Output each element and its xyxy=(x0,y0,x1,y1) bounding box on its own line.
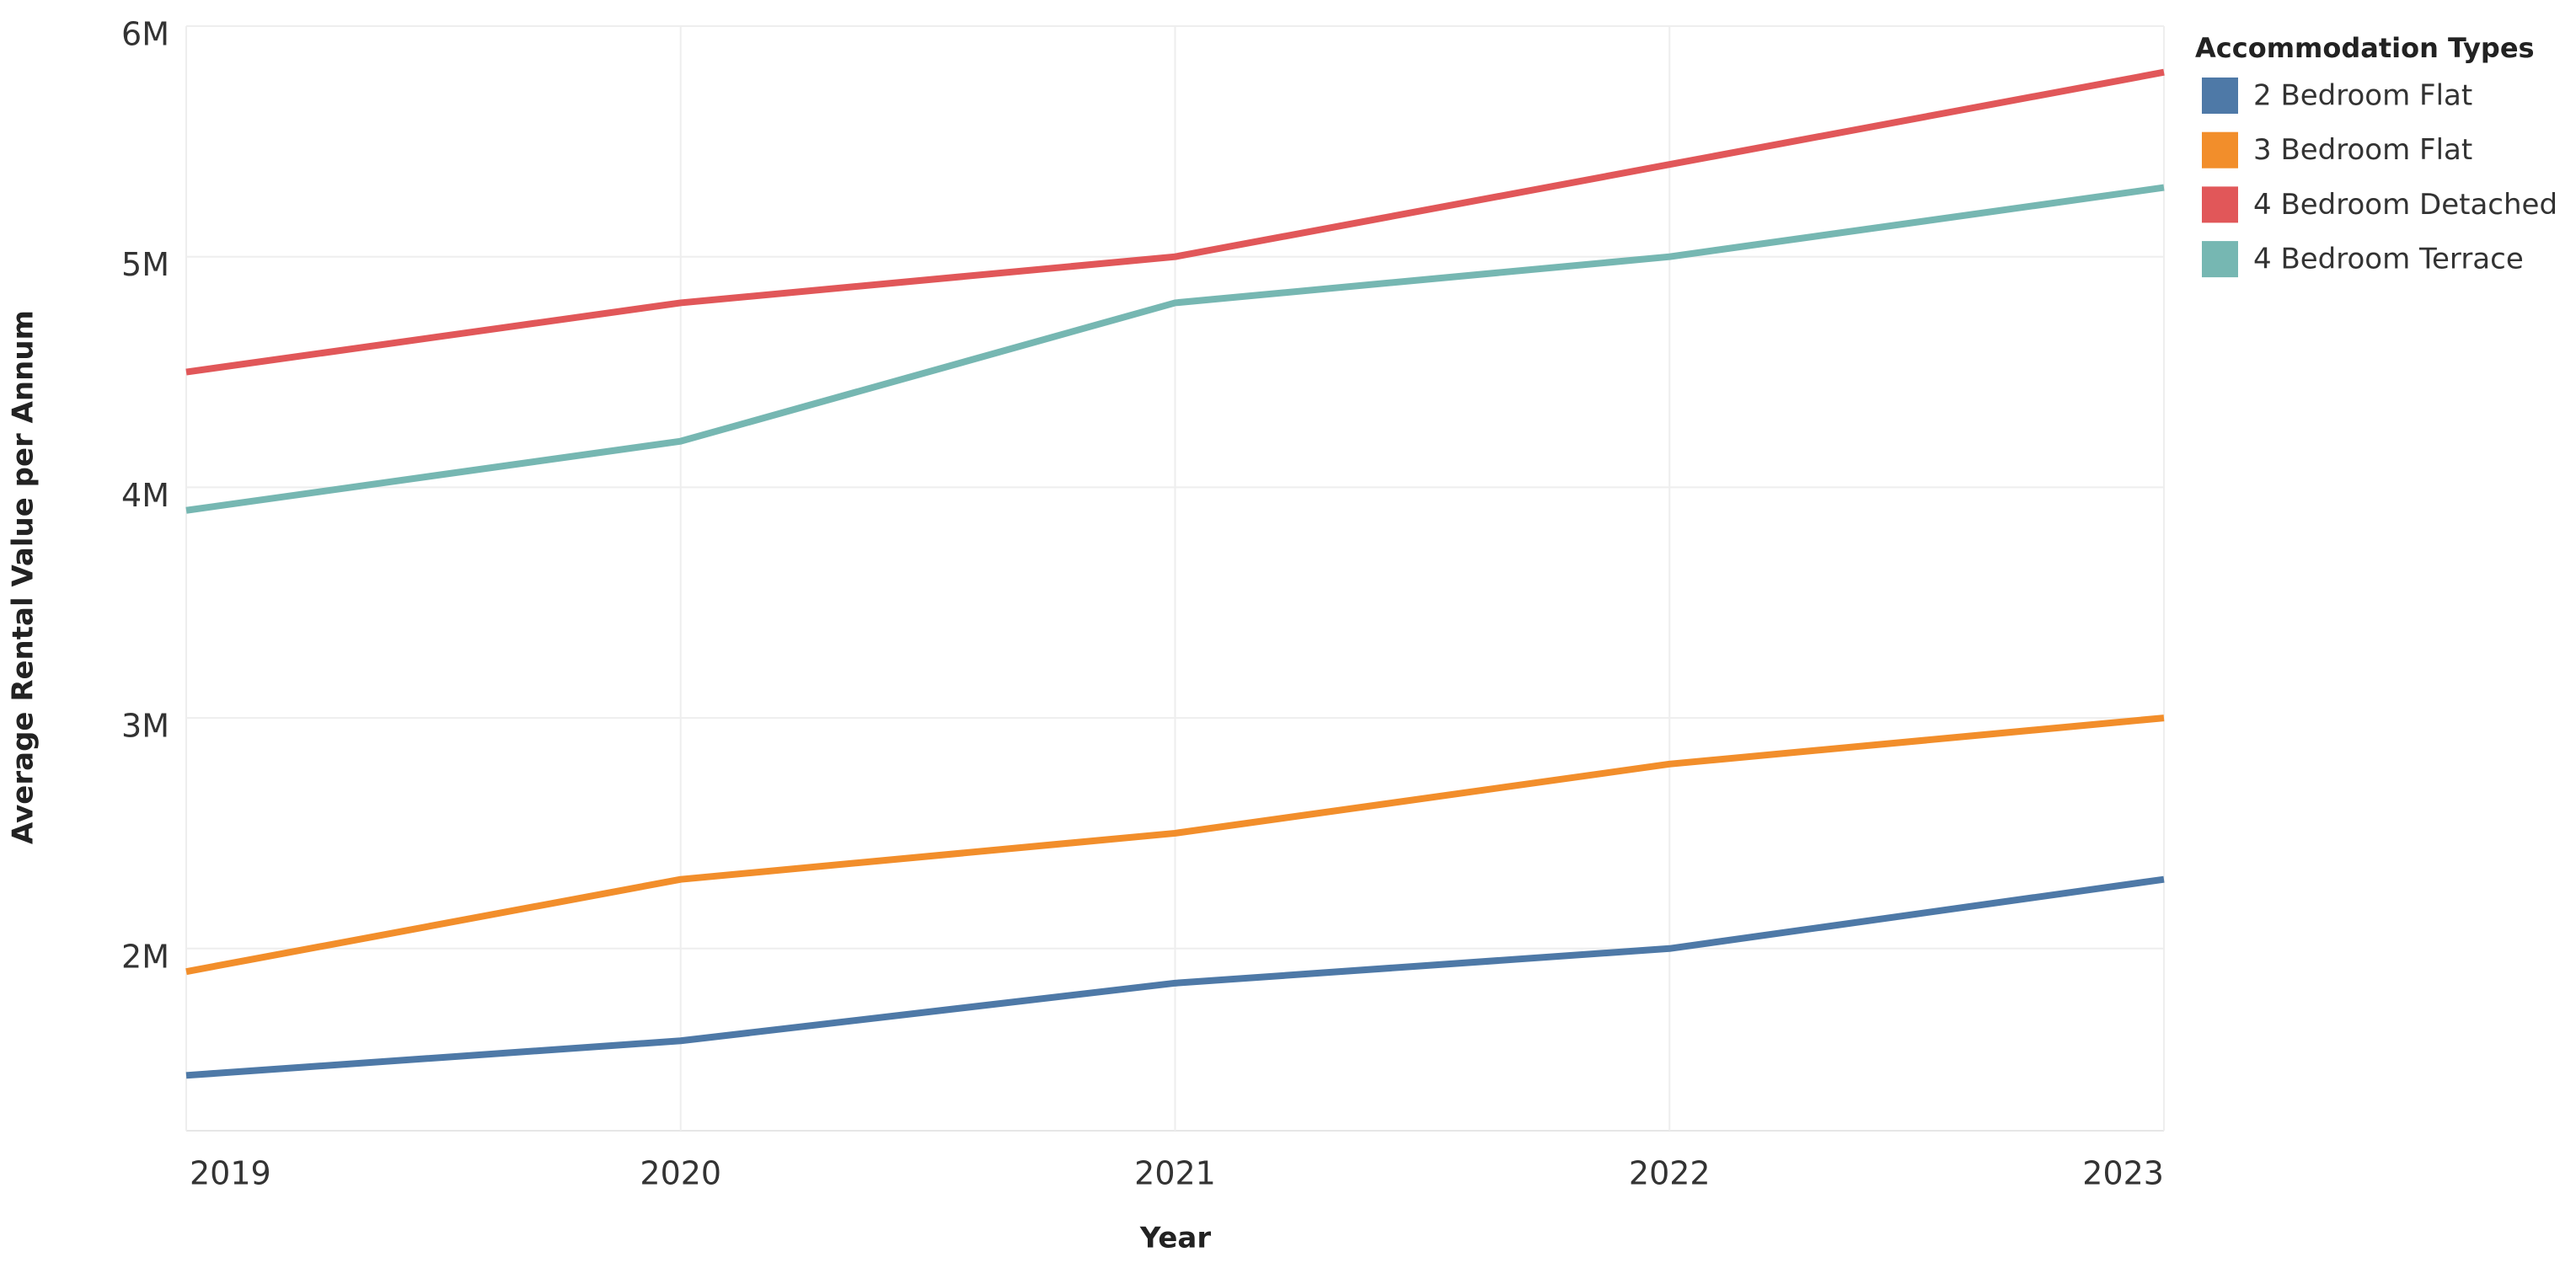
legend-label: 4 Bedroom Detached xyxy=(2253,188,2557,222)
y-tick-label: 6M xyxy=(121,16,169,53)
series-line xyxy=(185,714,2165,976)
legend-swatch xyxy=(2202,131,2238,169)
legend-label: 4 Bedroom Terrace xyxy=(2253,243,2524,276)
x-tick-label: 2021 xyxy=(1134,1155,1216,1192)
x-tick-label: 2022 xyxy=(1629,1155,1711,1192)
y-tick-label: 4M xyxy=(121,477,169,514)
y-tick-label: 5M xyxy=(121,246,169,283)
x-tick-label: 2023 xyxy=(2082,1155,2164,1192)
series-line xyxy=(185,184,2165,514)
y-tick-label: 2M xyxy=(121,938,169,975)
legend-label: 2 Bedroom Flat xyxy=(2253,79,2472,113)
legend-label: 3 Bedroom Flat xyxy=(2253,133,2472,167)
x-tick-label: 2019 xyxy=(190,1155,271,1192)
x-axis-title: Year xyxy=(1139,1222,1212,1255)
y-axis-title: Average Rental Value per Annum xyxy=(7,310,40,844)
legend-swatch xyxy=(2202,186,2238,223)
series-line xyxy=(185,875,2165,1079)
series-line xyxy=(185,68,2165,376)
x-tick-label: 2020 xyxy=(640,1155,721,1192)
legend-title: Accommodation Types xyxy=(2195,32,2535,64)
legend-swatch xyxy=(2202,241,2238,278)
legend-swatch xyxy=(2202,78,2238,114)
y-tick-label: 3M xyxy=(121,708,169,745)
